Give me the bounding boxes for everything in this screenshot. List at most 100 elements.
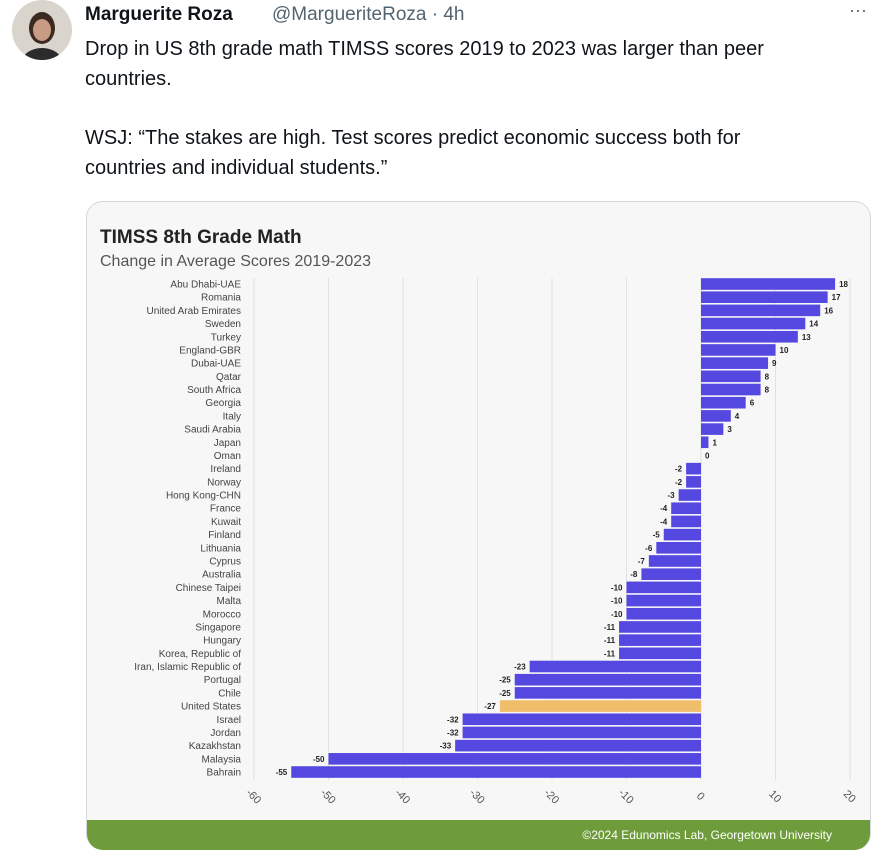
y-tick-label: Kazakhstan bbox=[189, 741, 241, 752]
value-label: 3 bbox=[727, 425, 732, 434]
bar bbox=[626, 594, 701, 607]
tweet-text: Drop in US 8th grade math TIMSS scores 2… bbox=[85, 38, 764, 60]
value-label: -10 bbox=[611, 597, 623, 606]
bar bbox=[671, 515, 701, 528]
bar bbox=[455, 739, 701, 752]
y-tick-label: Georgia bbox=[205, 398, 241, 409]
chart-title: TIMSS 8th Grade Math bbox=[100, 227, 302, 248]
bar bbox=[514, 687, 701, 699]
value-label: -25 bbox=[499, 676, 511, 685]
y-tick-label: Korea, Republic of bbox=[159, 649, 241, 660]
y-tick-label: Norway bbox=[207, 477, 241, 488]
value-label: 17 bbox=[832, 293, 841, 302]
y-tick-label: United States bbox=[181, 702, 241, 713]
bar bbox=[462, 713, 701, 726]
y-tick-label: Singapore bbox=[195, 622, 241, 633]
y-tick-label: France bbox=[210, 504, 242, 515]
value-label: -33 bbox=[440, 742, 452, 751]
y-tick-label: Oman bbox=[214, 451, 241, 462]
y-tick-label: Romania bbox=[201, 293, 241, 304]
footer-text: ©2024 Edunomics Lab, Georgetown Universi… bbox=[582, 828, 832, 842]
bar bbox=[328, 753, 701, 765]
y-tick-label: Chinese Taipei bbox=[176, 583, 241, 594]
y-tick-label: Qatar bbox=[216, 372, 242, 383]
bar bbox=[671, 502, 701, 515]
bar bbox=[686, 476, 701, 488]
avatar[interactable] bbox=[12, 0, 72, 76]
value-label: -10 bbox=[611, 583, 623, 592]
y-tick-label: Hungary bbox=[203, 636, 241, 647]
y-tick-label: Dubai-UAE bbox=[191, 359, 241, 370]
bar bbox=[701, 423, 724, 435]
value-label: -55 bbox=[276, 768, 288, 777]
bar bbox=[701, 330, 798, 343]
value-label: -2 bbox=[675, 478, 683, 487]
bar bbox=[701, 357, 769, 369]
bar bbox=[701, 436, 709, 449]
y-tick-label: Chile bbox=[218, 688, 241, 699]
y-tick-label: Portugal bbox=[204, 675, 241, 686]
bar bbox=[701, 278, 836, 290]
value-label: 8 bbox=[765, 372, 770, 381]
author-name[interactable]: Marguerite Roza bbox=[85, 4, 233, 25]
y-tick-label: Abu Dhabi-UAE bbox=[170, 280, 241, 291]
tweet-text: countries. bbox=[85, 68, 172, 90]
bar bbox=[499, 700, 701, 712]
bar bbox=[619, 634, 701, 646]
y-tick-label: Israel bbox=[217, 715, 241, 726]
more-menu[interactable]: ··· bbox=[849, 0, 867, 20]
value-label: -11 bbox=[604, 649, 616, 658]
value-label: 14 bbox=[809, 320, 818, 329]
y-tick-label: South Africa bbox=[187, 385, 241, 396]
value-label: -23 bbox=[514, 663, 526, 672]
y-tick-label: Hong Kong-CHN bbox=[166, 491, 241, 502]
bar bbox=[462, 726, 701, 739]
y-tick-label: Lithuania bbox=[200, 543, 241, 554]
value-label: -7 bbox=[638, 557, 646, 566]
y-tick-label: Sweden bbox=[205, 319, 241, 330]
bar bbox=[626, 607, 701, 620]
footer-bar bbox=[87, 820, 870, 850]
y-tick-label: Malaysia bbox=[202, 754, 242, 765]
value-label: 4 bbox=[735, 412, 740, 421]
y-tick-label: Malta bbox=[217, 596, 242, 607]
bar bbox=[514, 673, 701, 686]
bar bbox=[701, 291, 828, 303]
bar bbox=[529, 660, 701, 673]
author-meta[interactable]: @MargueriteRoza · 4h bbox=[272, 4, 464, 25]
y-tick-label: Jordan bbox=[210, 728, 241, 739]
chart-subtitle: Change in Average Scores 2019-2023 bbox=[100, 253, 371, 270]
y-tick-label: Australia bbox=[202, 570, 241, 581]
value-label: -5 bbox=[653, 531, 661, 540]
bar bbox=[701, 383, 761, 396]
value-label: -4 bbox=[660, 504, 668, 513]
bar bbox=[291, 766, 701, 778]
y-tick-label: Ireland bbox=[210, 464, 241, 475]
y-tick-label: Kuwait bbox=[211, 517, 241, 528]
value-label: 8 bbox=[765, 386, 770, 395]
bar bbox=[701, 410, 731, 422]
value-label: -10 bbox=[611, 610, 623, 619]
bar bbox=[701, 396, 746, 409]
value-label: -4 bbox=[660, 517, 668, 526]
bar bbox=[648, 555, 701, 567]
y-tick-label: Turkey bbox=[211, 332, 241, 343]
y-tick-label: Italy bbox=[223, 411, 241, 422]
bar bbox=[641, 568, 701, 580]
bar bbox=[701, 304, 821, 317]
value-label: -27 bbox=[484, 702, 496, 711]
bar bbox=[619, 621, 701, 633]
tweet-text: countries and individual students.” bbox=[85, 157, 387, 179]
y-tick-label: Bahrain bbox=[207, 768, 241, 779]
value-label: 16 bbox=[824, 306, 833, 315]
value-label: 9 bbox=[772, 359, 777, 368]
y-tick-label: Japan bbox=[214, 438, 241, 449]
tweet-text: WSJ: “The stakes are high. Test scores p… bbox=[85, 127, 741, 149]
bar bbox=[656, 542, 701, 554]
value-label: 18 bbox=[839, 280, 848, 289]
value-label: -3 bbox=[668, 491, 676, 500]
value-label: 6 bbox=[750, 399, 755, 408]
y-tick-label: England-GBR bbox=[179, 345, 241, 356]
value-label: -11 bbox=[604, 623, 616, 632]
